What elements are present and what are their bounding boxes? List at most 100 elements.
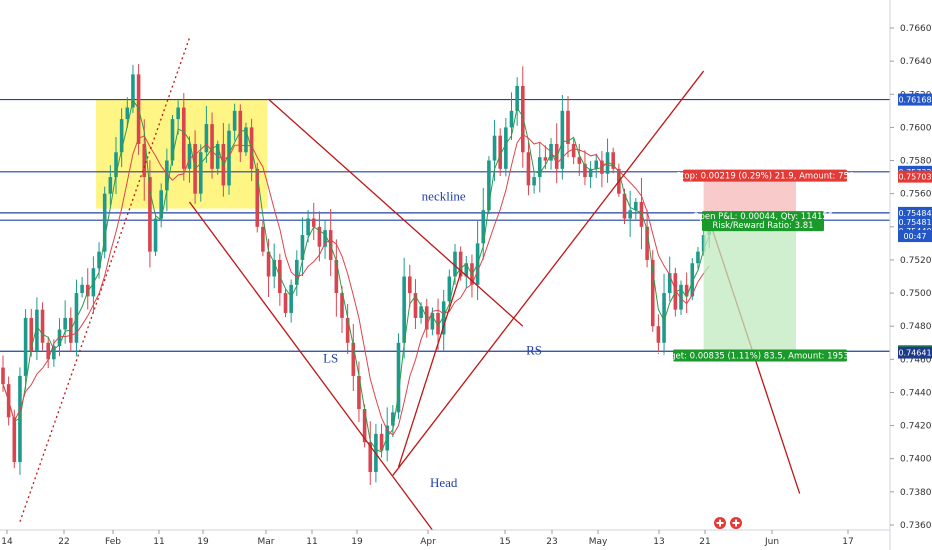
- candle-body-53: [300, 235, 305, 260]
- price-tag-6[interactable]: [898, 230, 932, 243]
- candle-body-111: [628, 210, 632, 219]
- candle-body-59: [334, 259, 339, 294]
- target-zone[interactable]: [703, 220, 796, 353]
- candle-body-120: [679, 284, 683, 310]
- candle-body-104: [588, 168, 593, 178]
- candle-body-40: [227, 130, 231, 186]
- risk-reward-label: Risk/Reward Ratio: 3.81: [712, 221, 813, 231]
- candle-body-101: [571, 143, 576, 158]
- candle-body-21: [119, 119, 124, 153]
- target-label-box: [673, 349, 847, 362]
- time-tick-label-4: 19: [197, 537, 209, 547]
- time-tick-label-7: 19: [351, 537, 363, 547]
- annotation-rs: RS: [526, 342, 542, 357]
- price-tag-label-0: 0.76168: [898, 96, 931, 105]
- time-tick-label-13: 21: [699, 537, 710, 547]
- candle-body-26: [148, 177, 152, 252]
- stop-label: Stop: 0.00219 (0.29%) 21.9, Amount: 750: [676, 172, 855, 182]
- candle-body-18: [102, 193, 107, 252]
- candle-body-20: [114, 152, 118, 178]
- annotations-layer: neckline LS RS Head: [323, 188, 542, 490]
- price-tag-8[interactable]: [898, 346, 932, 359]
- candle-body-99: [560, 110, 565, 169]
- time-tick-label-3: 11: [153, 537, 164, 547]
- candle-body-122: [690, 263, 695, 297]
- time-tick-label-8: Apr: [420, 537, 436, 547]
- trendline-left-shoulder-down[interactable]: [188, 201, 433, 531]
- candle-body-74: [419, 306, 423, 318]
- candle-body-45: [255, 168, 260, 227]
- ma-fast-line[interactable]: [2, 99, 710, 453]
- time-axis[interactable]: 14 22 Feb 11 19 Mar 11 19 Apr 15 23 May 13 21 Jun 17: [1, 530, 854, 547]
- candle-body-11: [63, 317, 67, 330]
- time-tick-label-1: 22: [58, 537, 69, 547]
- ma-slow-line[interactable]: [2, 133, 710, 436]
- candle-body-82: [464, 263, 469, 277]
- candle-body-114: [645, 226, 649, 260]
- candle-body-22: [125, 107, 130, 120]
- candle-body-47: [266, 251, 271, 277]
- add-order-button[interactable]: [730, 517, 742, 529]
- candle-body-28: [159, 190, 163, 219]
- trendline-head-rise[interactable]: [397, 272, 462, 468]
- trendline-head-right[interactable]: [392, 70, 705, 476]
- candle-body-27: [153, 218, 158, 252]
- candle-body-77: [436, 312, 440, 335]
- trendline-top-down[interactable]: [268, 98, 524, 327]
- candle-body-63: [357, 375, 361, 410]
- candle-body-103: [583, 163, 587, 178]
- candle-body-8: [46, 342, 50, 360]
- candle-body-62: [351, 342, 356, 376]
- candle-body-50: [283, 293, 288, 313]
- candle-body-5: [29, 317, 34, 352]
- candle-body-57: [323, 230, 327, 247]
- time-tick-label-12: 13: [653, 537, 664, 547]
- price-tag-2[interactable]: [898, 170, 932, 183]
- candle-body-76: [430, 312, 435, 330]
- candle-body-89: [504, 127, 508, 169]
- candle-body-52: [295, 259, 299, 285]
- candle-body-46: [261, 226, 265, 252]
- candle-body-37: [210, 124, 214, 169]
- time-tick-label-6: 11: [306, 537, 317, 547]
- price-tag-0[interactable]: [898, 93, 932, 106]
- time-tick-label-11: May: [589, 537, 608, 547]
- candle-body-121: [684, 284, 689, 297]
- candle-body-65: [368, 442, 373, 472]
- annotation-ls: LS: [323, 351, 338, 366]
- annotation-head: Head: [430, 475, 458, 490]
- candle-body-70: [396, 342, 401, 413]
- candle-body-115: [650, 259, 655, 327]
- candle-body-55: [311, 218, 316, 227]
- candle-body-108: [611, 152, 615, 169]
- candle-body-54: [306, 218, 310, 236]
- candle-body-116: [656, 326, 661, 343]
- candle-body-90: [509, 110, 514, 128]
- candle-body-71: [402, 276, 406, 343]
- add-alert-button[interactable]: [714, 517, 726, 529]
- candle-body-87: [492, 135, 497, 161]
- time-tick-label-0: 14: [1, 537, 13, 547]
- candle-body-6: [35, 309, 39, 352]
- candle-body-72: [408, 276, 412, 294]
- candle-body-64: [362, 409, 367, 443]
- candle-body-79: [447, 276, 452, 302]
- candle-body-85: [481, 210, 486, 244]
- time-tick-label-9: 15: [499, 537, 510, 547]
- price-tag-label-6: 00:47: [903, 232, 926, 241]
- candle-body-19: [108, 177, 113, 194]
- candle-body-91: [515, 85, 519, 111]
- trendline-dotted-rising[interactable]: [19, 37, 191, 522]
- candle-body-35: [198, 152, 203, 194]
